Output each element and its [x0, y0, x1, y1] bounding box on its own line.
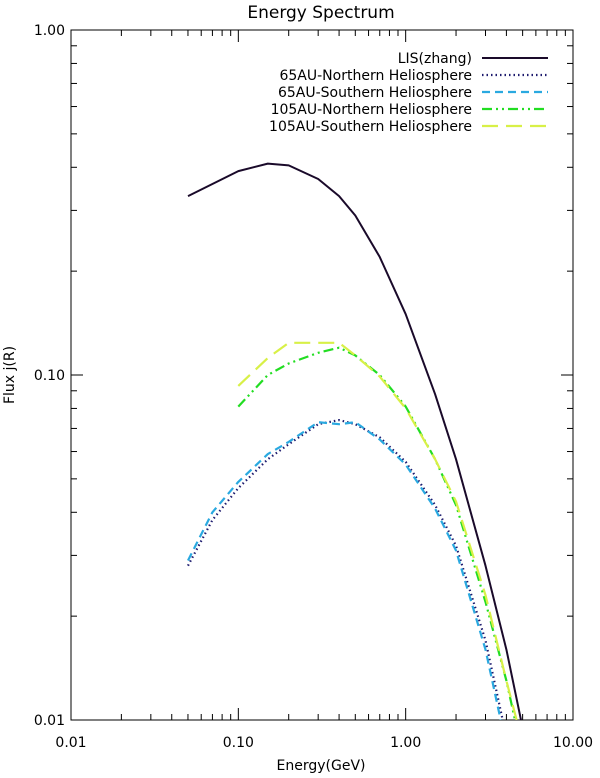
x-tick-label: 0.10	[223, 735, 254, 751]
legend: LIS(zhang)65AU-Northern Heliosphere65AU-…	[269, 51, 548, 135]
series-lines	[187, 162, 523, 720]
series-line-3	[187, 421, 502, 720]
y-tick-label: 0.10	[34, 368, 65, 384]
y-axis-label: Flux j(R)	[2, 346, 18, 404]
legend-label: LIS(zhang)	[398, 51, 472, 67]
x-tick-label: 10.00	[553, 735, 593, 751]
legend-label: 65AU-Southern Heliosphere	[278, 85, 472, 101]
axis-tick-labels: 0.01 0.10 1.00 10.00 0.01 0.10 1.00	[34, 23, 593, 751]
series-line-1	[187, 162, 523, 720]
y-tick-label: 1.00	[34, 23, 65, 39]
series-line-4	[237, 346, 517, 720]
y-tick-label: 0.01	[34, 713, 65, 729]
chart-title: Energy Spectrum	[247, 3, 394, 23]
x-tick-label: 0.01	[55, 735, 86, 751]
axis-ticks	[70, 30, 574, 721]
legend-label: 105AU-Northern Heliosphere	[271, 102, 472, 118]
series-line-2	[187, 419, 504, 720]
x-tick-label: 1.00	[390, 735, 421, 751]
x-axis-label: Energy(GeV)	[277, 758, 366, 774]
legend-label: 65AU-Northern Heliosphere	[279, 68, 472, 84]
legend-label: 105AU-Southern Heliosphere	[269, 119, 472, 135]
series-line-5	[237, 341, 518, 720]
